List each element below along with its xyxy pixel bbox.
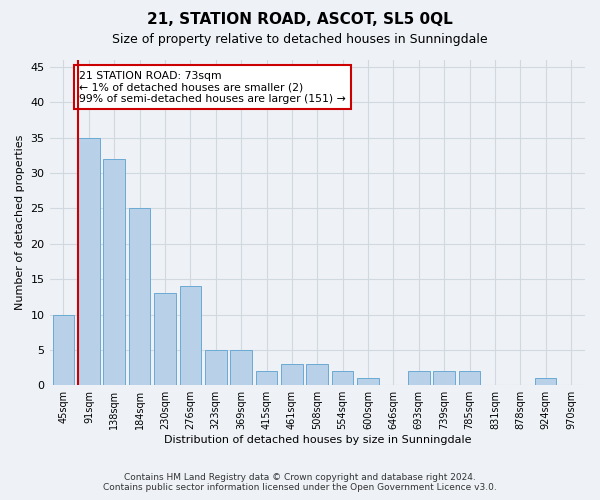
Bar: [433, 371, 455, 385]
Y-axis label: Number of detached properties: Number of detached properties: [15, 135, 25, 310]
X-axis label: Distribution of detached houses by size in Sunningdale: Distribution of detached houses by size …: [164, 435, 471, 445]
Text: Size of property relative to detached houses in Sunningdale: Size of property relative to detached ho…: [112, 32, 488, 46]
Bar: [535, 378, 556, 385]
Bar: [205, 350, 227, 385]
Bar: [357, 378, 379, 385]
Bar: [281, 364, 302, 385]
Bar: [78, 138, 100, 385]
Bar: [103, 159, 125, 385]
Bar: [256, 371, 277, 385]
Bar: [53, 314, 74, 385]
Bar: [332, 371, 353, 385]
Text: 21, STATION ROAD, ASCOT, SL5 0QL: 21, STATION ROAD, ASCOT, SL5 0QL: [147, 12, 453, 28]
Bar: [459, 371, 481, 385]
Bar: [154, 294, 176, 385]
Bar: [129, 208, 151, 385]
Bar: [230, 350, 252, 385]
Bar: [408, 371, 430, 385]
Text: Contains HM Land Registry data © Crown copyright and database right 2024.
Contai: Contains HM Land Registry data © Crown c…: [103, 473, 497, 492]
Text: 21 STATION ROAD: 73sqm
← 1% of detached houses are smaller (2)
99% of semi-detac: 21 STATION ROAD: 73sqm ← 1% of detached …: [79, 70, 346, 104]
Bar: [307, 364, 328, 385]
Bar: [179, 286, 201, 385]
